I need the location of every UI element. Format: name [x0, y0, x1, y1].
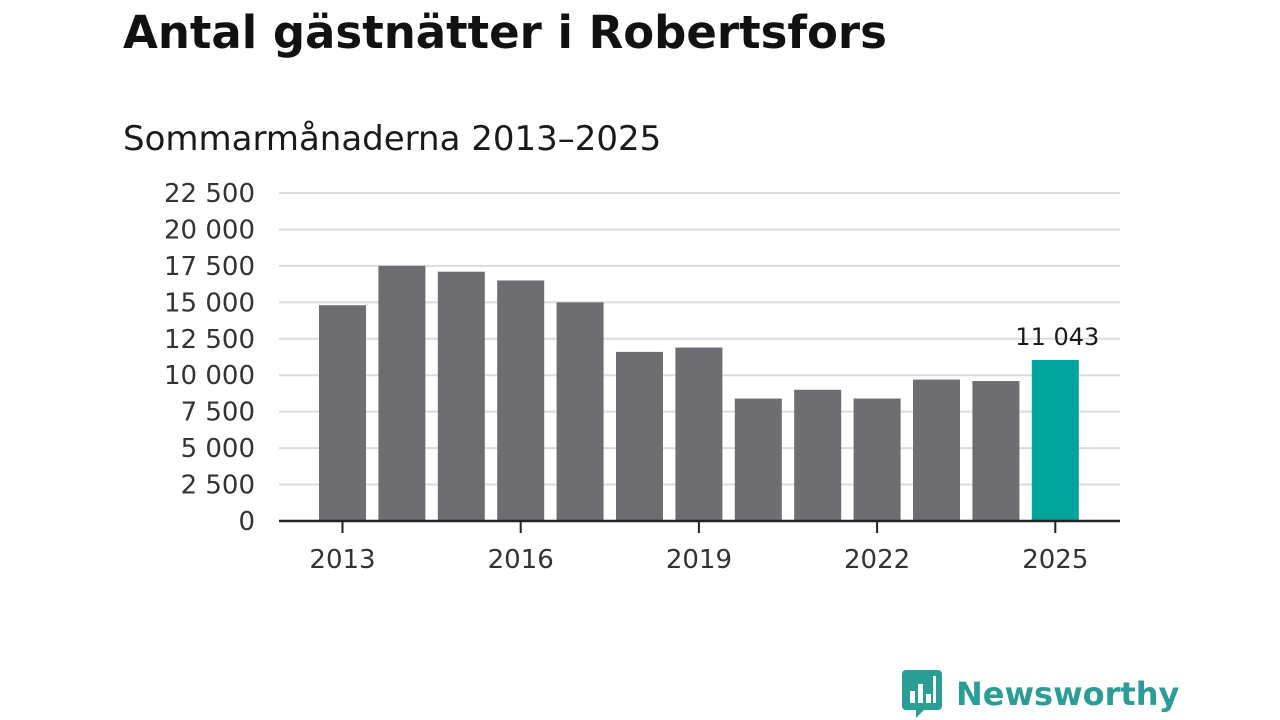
bar-2021 — [794, 389, 842, 521]
bar-2019 — [675, 347, 723, 521]
y-tick-label: 20 000 — [164, 215, 255, 245]
x-tick-label: 2025 — [1022, 545, 1088, 575]
x-tick-label: 2016 — [488, 545, 554, 575]
brand: Newsworthy — [902, 670, 1179, 718]
bar-2020 — [734, 398, 782, 521]
bar-chart-speech-bubble-icon — [902, 670, 942, 718]
y-tick-label: 7 500 — [181, 398, 255, 428]
bar-2023 — [913, 379, 960, 521]
y-tick-label: 10 000 — [164, 361, 255, 391]
y-tick-label: 15 000 — [164, 288, 255, 318]
chart-title: Antal gästnätter i Robertsfors — [123, 6, 887, 59]
bar-2022 — [853, 398, 901, 521]
bar-2013 — [319, 305, 366, 521]
y-tick-label: 12 500 — [164, 325, 255, 355]
x-tick-label: 2019 — [666, 545, 732, 575]
bar-2015 — [437, 271, 485, 521]
data-labels: 11 043 — [1015, 323, 1099, 351]
brand-name: Newsworthy — [956, 675, 1180, 713]
y-tick-label: 5 000 — [181, 434, 255, 464]
y-tick-label: 17 500 — [164, 252, 255, 282]
y-tick-label: 22 500 — [164, 179, 255, 209]
y-axis-ticks: 0 2 500 5 000 7 500 10 000 12 500 15 000 17 500… — [164, 179, 255, 537]
y-tick-label: 0 — [238, 507, 255, 537]
bar-2025 — [1031, 360, 1079, 521]
data-label-2025: 11 043 — [1015, 323, 1099, 351]
bar-2018 — [616, 351, 663, 521]
bar-2024 — [972, 381, 1020, 521]
x-axis-ticks: 2013 2016 2019 2022 2025 — [309, 521, 1088, 575]
bar-2014 — [378, 265, 426, 521]
bar-2016 — [497, 280, 545, 521]
bar-2017 — [556, 302, 604, 521]
x-tick-label: 2022 — [844, 545, 910, 575]
chart-subtitle: Sommarmånaderna 2013–2025 — [123, 119, 662, 159]
y-tick-label: 2 500 — [181, 471, 255, 501]
x-tick-label: 2013 — [309, 545, 375, 575]
bars — [319, 265, 1079, 521]
